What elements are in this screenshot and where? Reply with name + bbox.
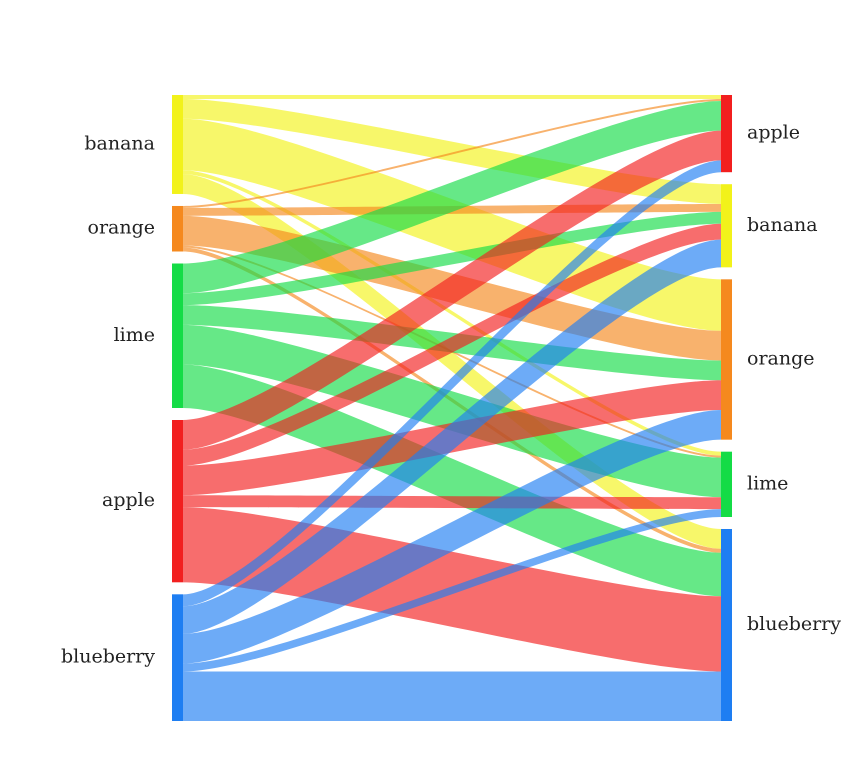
target-label-blueberry: blueberry — [747, 613, 841, 635]
target-node-banana[interactable] — [721, 184, 732, 268]
link-apple-to-lime[interactable] — [183, 495, 721, 510]
target-label-banana: banana — [747, 214, 818, 236]
source-node-orange[interactable] — [172, 205, 183, 252]
source-label-orange: orange — [88, 217, 156, 239]
link-blueberry-to-apple[interactable] — [183, 160, 721, 607]
target-node-apple[interactable] — [721, 95, 732, 173]
link-lime-to-blueberry[interactable] — [183, 364, 721, 597]
link-apple-to-apple[interactable] — [183, 130, 721, 450]
link-banana-to-banana[interactable] — [183, 98, 721, 204]
link-blueberry-to-lime[interactable] — [183, 509, 721, 672]
link-lime-to-apple[interactable] — [183, 100, 721, 294]
source-label-apple: apple — [102, 489, 155, 511]
link-banana-to-blueberry[interactable] — [183, 174, 721, 549]
link-lime-to-banana[interactable] — [183, 211, 721, 306]
target-node-orange[interactable] — [721, 279, 732, 440]
source-label-lime: lime — [114, 324, 155, 346]
link-orange-to-apple[interactable] — [183, 98, 721, 208]
target-label-orange: orange — [747, 348, 815, 370]
link-blueberry-to-orange[interactable] — [183, 409, 721, 664]
target-node-lime[interactable] — [721, 451, 732, 517]
source-node-lime[interactable] — [172, 263, 183, 409]
sankey-nodes — [172, 95, 732, 721]
link-banana-to-lime[interactable] — [183, 170, 721, 456]
link-apple-to-banana[interactable] — [183, 223, 721, 466]
sankey-labels: banana orange lime apple blueberry apple banan… — [61, 122, 841, 668]
source-label-banana: banana — [84, 132, 155, 154]
source-node-apple[interactable] — [172, 420, 183, 583]
target-node-blueberry[interactable] — [721, 528, 732, 721]
target-label-apple: apple — [747, 122, 800, 144]
sankey-links — [183, 95, 721, 721]
link-banana-to-apple[interactable] — [183, 95, 721, 99]
source-node-banana[interactable] — [172, 95, 183, 194]
source-label-blueberry: blueberry — [61, 646, 155, 668]
target-label-lime: lime — [747, 472, 788, 494]
link-blueberry-to-blueberry[interactable] — [183, 671, 721, 721]
link-blueberry-to-banana[interactable] — [183, 239, 721, 634]
source-node-blueberry[interactable] — [172, 594, 183, 721]
